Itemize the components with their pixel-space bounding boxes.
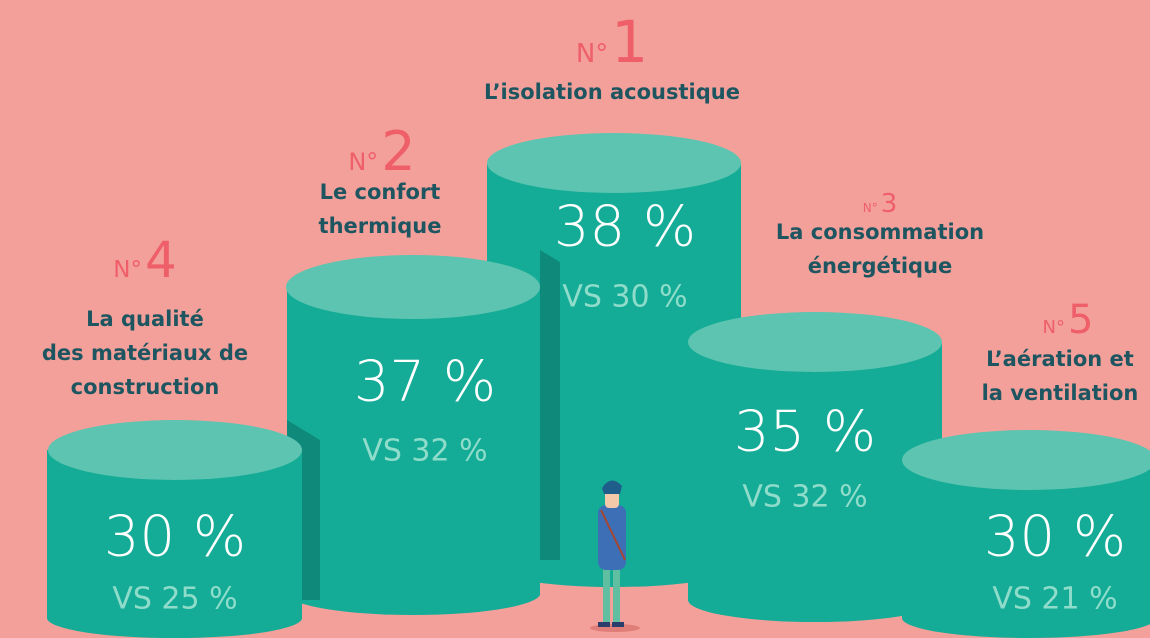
criterion-label: des matériaux de [42, 341, 248, 365]
rank-prefix: N° [1043, 317, 1065, 338]
comparison: VS 25 % [112, 582, 237, 617]
rank-prefix: N° [348, 148, 378, 176]
percentage: 38 % [554, 194, 696, 259]
criterion-label: La qualité [86, 307, 204, 331]
comparison: VS 32 % [742, 480, 867, 515]
criterion-label: La consommation [776, 220, 984, 244]
rank: 2 [381, 120, 415, 183]
rank: 3 [881, 189, 898, 219]
percentage: 35 % [734, 399, 876, 464]
percentage: 30 % [984, 504, 1126, 569]
criterion-label: thermique [319, 214, 442, 238]
rank: 1 [611, 8, 648, 76]
rank: 5 [1068, 297, 1093, 343]
criterion-label: Le confort [320, 180, 441, 204]
percentage: 30 % [104, 504, 246, 569]
comparison: VS 21 % [992, 582, 1117, 617]
rank: 4 [145, 231, 177, 289]
criterion-label: L’aération et [986, 347, 1134, 371]
infographic: N°1L’isolation acoustique38 %VS 30 %N°2L… [0, 0, 1150, 638]
criterion-label: L’isolation acoustique [484, 80, 740, 104]
rank-prefix: N° [576, 39, 608, 69]
percentage: 37 % [354, 349, 496, 414]
criterion-label: la ventilation [982, 381, 1139, 405]
rank-prefix: N° [863, 201, 878, 215]
comparison: VS 32 % [362, 434, 487, 469]
rank-prefix: N° [113, 257, 142, 283]
criterion-label: énergétique [808, 254, 953, 278]
comparison: VS 30 % [562, 280, 687, 315]
criterion-label: construction [71, 375, 220, 399]
